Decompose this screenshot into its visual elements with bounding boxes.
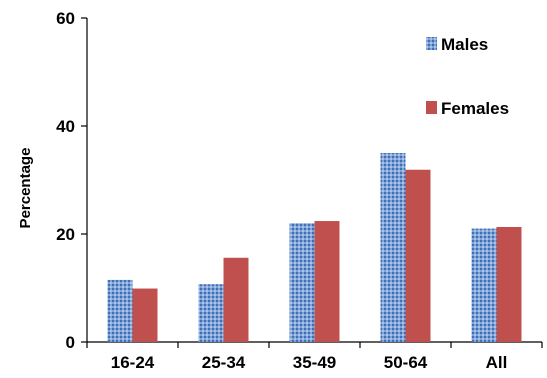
- y-tick-label: 20: [56, 225, 75, 244]
- legend: Males Females: [426, 35, 509, 118]
- bar-females: [405, 169, 431, 342]
- bar-males: [107, 279, 133, 342]
- x-tick-label: 35-49: [293, 353, 336, 372]
- legend-swatch-females: [426, 101, 437, 114]
- y-tick-label: 0: [66, 333, 75, 352]
- bars: [107, 153, 522, 342]
- bar-females: [314, 221, 340, 342]
- legend-label-females: Females: [441, 99, 509, 118]
- x-tick-label: 16-24: [111, 353, 155, 372]
- x-tick-label: All: [486, 353, 508, 372]
- x-ticks: 16-24 25-34 35-49 50-64 All: [86, 342, 543, 372]
- y-tick-label: 60: [56, 9, 75, 28]
- legend-swatch-males: [426, 37, 437, 50]
- bar-males: [380, 153, 406, 342]
- bar-males: [198, 284, 224, 342]
- bar-females: [223, 257, 249, 342]
- x-tick-label: 50-64: [384, 353, 428, 372]
- x-tick-label: 25-34: [202, 353, 246, 372]
- bar-males: [471, 228, 497, 342]
- bar-females: [496, 226, 522, 342]
- bar-males: [289, 223, 315, 342]
- bar-females: [132, 288, 158, 342]
- y-ticks: 0 20 40 60: [56, 9, 87, 352]
- y-axis-label: Percentage: [17, 148, 34, 229]
- y-tick-label: 40: [56, 117, 75, 136]
- legend-label-males: Males: [441, 35, 488, 54]
